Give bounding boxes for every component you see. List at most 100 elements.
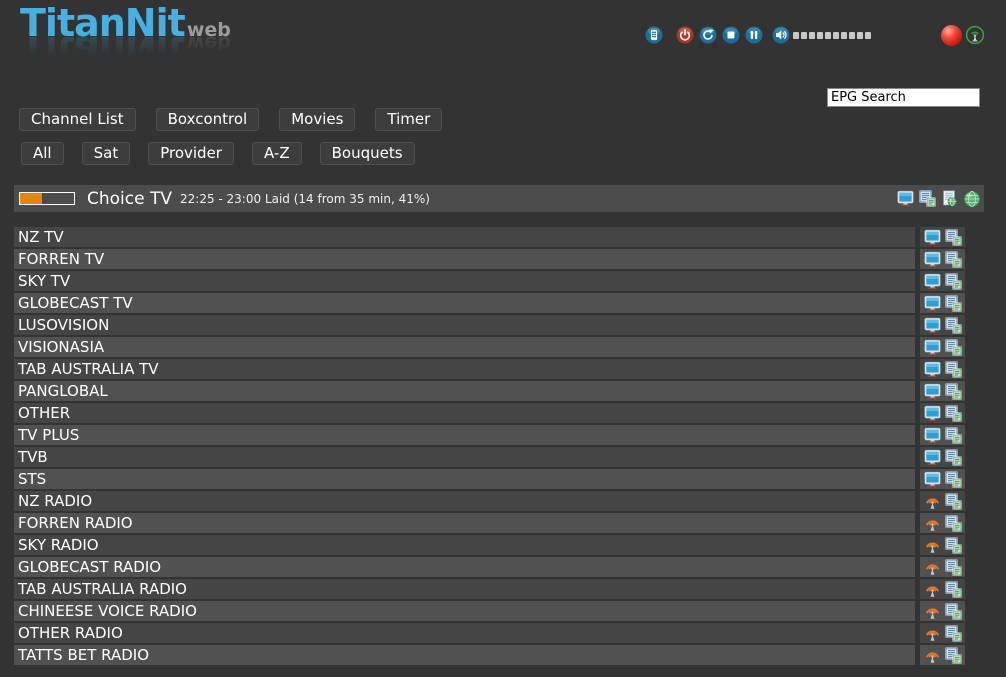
epg-list-icon[interactable] [945, 581, 962, 598]
epg-list-icon[interactable] [945, 383, 962, 400]
channel-row: VISIONASIA [14, 337, 965, 357]
epg-list-icon[interactable] [945, 493, 962, 510]
volume-segment[interactable] [793, 31, 799, 39]
epg-list-icon[interactable] [945, 295, 962, 312]
radio-antenna-icon[interactable] [924, 603, 941, 620]
channel-row-actions [920, 249, 965, 269]
tv-monitor-icon[interactable] [924, 229, 941, 246]
epg-list-icon[interactable] [945, 537, 962, 554]
stop-button[interactable] [722, 26, 740, 44]
channel-row-actions [920, 579, 965, 599]
nav-boxcontrol[interactable]: Boxcontrol [155, 108, 260, 131]
epg-list-icon[interactable] [945, 251, 962, 268]
channel-row-label[interactable]: NZ RADIO [14, 491, 915, 511]
tv-monitor-icon[interactable] [924, 295, 941, 312]
nav-channel-list[interactable]: Channel List [19, 108, 136, 131]
epg-list-icon[interactable] [945, 339, 962, 356]
epg-list-icon[interactable] [945, 273, 962, 290]
tv-monitor-icon[interactable] [924, 405, 941, 422]
record-status-ball[interactable] [941, 24, 962, 46]
tv-monitor-icon[interactable] [924, 251, 941, 268]
epg-list-icon[interactable] [945, 361, 962, 378]
tv-monitor-icon[interactable] [924, 361, 941, 378]
epg-list-icon[interactable] [945, 625, 962, 642]
channel-row-label[interactable]: SKY RADIO [14, 535, 915, 555]
logo-reflection-web: web [186, 32, 231, 54]
channel-row: OTHER [14, 403, 965, 423]
filter-bouquets[interactable]: Bouquets [319, 142, 415, 165]
epg-search-input[interactable] [827, 88, 980, 107]
epg-list-icon[interactable] [945, 559, 962, 576]
epg-list-icon[interactable] [945, 515, 962, 532]
epg-list-icon[interactable] [945, 317, 962, 334]
channel-row-label[interactable]: TAB AUSTRALIA TV [14, 359, 915, 379]
volume-segment[interactable] [833, 31, 839, 39]
tv-monitor-icon[interactable] [924, 449, 941, 466]
radio-antenna-icon[interactable] [924, 537, 941, 554]
volume-button[interactable] [772, 26, 790, 44]
channel-row-actions [920, 381, 965, 401]
channel-row-label[interactable]: OTHER RADIO [14, 623, 915, 643]
remote-button[interactable] [645, 26, 663, 44]
tv-monitor-icon[interactable] [924, 317, 941, 334]
channel-row-label[interactable]: TAB AUSTRALIA RADIO [14, 579, 915, 599]
epg-list-icon[interactable] [945, 647, 962, 664]
volume-segment[interactable] [841, 31, 847, 39]
tv-monitor-icon[interactable] [924, 383, 941, 400]
channel-row-label[interactable]: NZ TV [14, 227, 915, 247]
channel-row-label[interactable]: TATTS BET RADIO [14, 645, 915, 665]
radio-antenna-icon[interactable] [924, 625, 941, 642]
epg-list-icon[interactable] [945, 427, 962, 444]
radio-antenna-icon[interactable] [924, 515, 941, 532]
nav-timer[interactable]: Timer [375, 108, 443, 131]
radio-antenna-icon[interactable] [924, 581, 941, 598]
channel-row-label[interactable]: FORREN RADIO [14, 513, 915, 533]
volume-segment[interactable] [825, 31, 831, 39]
web-icon[interactable] [963, 190, 981, 208]
channel-row-label[interactable]: FORREN TV [14, 249, 915, 269]
refresh-button[interactable] [699, 26, 717, 44]
filter-all[interactable]: All [21, 142, 64, 165]
epg-web-icon[interactable] [941, 190, 959, 208]
filter-sat[interactable]: Sat [81, 142, 131, 165]
pause-button[interactable] [745, 26, 763, 44]
epg-list-icon[interactable] [919, 190, 937, 208]
volume-segment[interactable] [857, 31, 863, 39]
epg-list-icon[interactable] [945, 603, 962, 620]
tv-monitor-icon[interactable] [924, 471, 941, 488]
power-button[interactable] [676, 26, 694, 44]
radio-antenna-icon[interactable] [924, 493, 941, 510]
nav-movies[interactable]: Movies [279, 108, 356, 131]
channel-row-label[interactable]: TVB [14, 447, 915, 467]
tv-monitor-icon[interactable] [924, 339, 941, 356]
epg-list-icon[interactable] [945, 405, 962, 422]
channel-row-label[interactable]: GLOBECAST RADIO [14, 557, 915, 577]
epg-list-icon[interactable] [945, 471, 962, 488]
channel-row-label[interactable]: SKY TV [14, 271, 915, 291]
epg-list-icon[interactable] [945, 449, 962, 466]
channel-row-label[interactable]: VISIONASIA [14, 337, 915, 357]
channel-row-label[interactable]: LUSOVISION [14, 315, 915, 335]
volume-segment[interactable] [817, 31, 823, 39]
radio-antenna-icon[interactable] [924, 647, 941, 664]
epg-list-icon[interactable] [945, 229, 962, 246]
channel-row-actions [920, 645, 965, 665]
volume-segment[interactable] [849, 31, 855, 39]
filter-a-z[interactable]: A-Z [251, 142, 302, 165]
channel-row-label[interactable]: TV PLUS [14, 425, 915, 445]
channel-row-label[interactable]: PANGLOBAL [14, 381, 915, 401]
channel-row-label[interactable]: CHINEESE VOICE RADIO [14, 601, 915, 621]
radio-antenna-icon[interactable] [924, 559, 941, 576]
signal-antenna-icon[interactable] [965, 25, 985, 45]
logo-reflection: TitanNit web [20, 28, 231, 72]
channel-row-label[interactable]: STS [14, 469, 915, 489]
channel-row-label[interactable]: OTHER [14, 403, 915, 423]
volume-segment[interactable] [809, 31, 815, 39]
channel-row-label[interactable]: GLOBECAST TV [14, 293, 915, 313]
tv-monitor-icon[interactable] [924, 427, 941, 444]
tv-stream-icon[interactable] [897, 190, 915, 208]
filter-provider[interactable]: Provider [148, 142, 234, 165]
volume-segment[interactable] [865, 31, 871, 39]
tv-monitor-icon[interactable] [924, 273, 941, 290]
volume-segment[interactable] [801, 31, 807, 39]
